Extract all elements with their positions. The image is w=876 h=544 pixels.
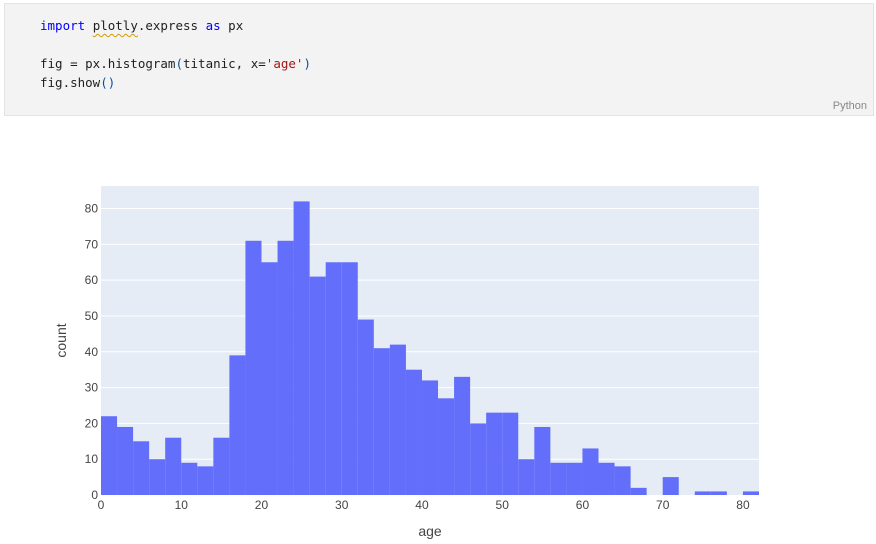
histogram-bar xyxy=(197,466,214,495)
histogram-bar xyxy=(181,462,198,495)
code-token: 'age' xyxy=(265,56,304,71)
histogram-bar xyxy=(662,477,679,495)
histogram-bar xyxy=(502,412,519,495)
code-line: fig.show() xyxy=(40,73,311,92)
histogram-bar xyxy=(742,491,759,495)
code-token: plotly xyxy=(92,18,138,33)
histogram-bar xyxy=(309,276,326,495)
x-axis-title: age xyxy=(418,523,442,539)
code-token: ( xyxy=(175,56,183,71)
histogram-bar xyxy=(389,344,406,495)
code-line: import plotly.express as px xyxy=(40,16,311,35)
code-cell[interactable]: import plotly.express as px fig = px.his… xyxy=(4,3,874,116)
x-tick-label: 40 xyxy=(415,498,429,512)
x-tick-label: 50 xyxy=(496,498,510,512)
histogram-bar xyxy=(470,423,487,495)
histogram-bar xyxy=(261,262,278,495)
code-token: .express xyxy=(137,18,206,33)
histogram-bar xyxy=(165,437,182,495)
histogram-bar xyxy=(582,448,599,495)
y-tick-label: 70 xyxy=(85,237,99,251)
histogram-bar xyxy=(534,426,551,495)
histogram-bar xyxy=(405,369,422,495)
histogram-bar xyxy=(694,491,711,495)
code-token: () xyxy=(100,75,116,90)
y-tick-label: 80 xyxy=(85,202,99,216)
x-tick-label: 60 xyxy=(576,498,590,512)
y-tick-label: 50 xyxy=(85,309,99,323)
histogram-bar xyxy=(421,380,439,495)
code-editor[interactable]: import plotly.express as px fig = px.his… xyxy=(40,16,311,92)
y-axis-title: count xyxy=(53,323,69,357)
code-token: ) xyxy=(303,56,311,71)
histogram-bar xyxy=(245,240,262,495)
histogram-bar xyxy=(614,466,631,495)
histogram-bar xyxy=(101,416,118,495)
y-tick-label: 40 xyxy=(85,345,99,359)
histogram-bar xyxy=(710,491,727,495)
code-token: fig = px.histogram xyxy=(40,56,176,71)
y-tick-label: 60 xyxy=(85,273,99,287)
x-tick-label: 80 xyxy=(736,498,750,512)
y-tick-label: 0 xyxy=(91,488,98,502)
y-tick-label: 20 xyxy=(85,416,99,430)
code-token: titanic, x= xyxy=(183,56,266,71)
histogram-bar xyxy=(213,437,230,495)
code-token: px xyxy=(220,18,244,33)
histogram-bar xyxy=(373,348,390,495)
x-tick-label: 10 xyxy=(175,498,189,512)
x-tick-label: 0 xyxy=(98,498,105,512)
histogram-bar xyxy=(293,201,310,495)
histogram-bar xyxy=(229,355,246,495)
histogram-bar xyxy=(454,376,471,495)
histogram-bar xyxy=(325,262,342,495)
code-token: fig.show xyxy=(40,75,101,90)
x-tick-label: 70 xyxy=(656,498,670,512)
histogram-bar xyxy=(598,462,615,495)
histogram-bar xyxy=(277,240,294,495)
histogram-bar xyxy=(357,319,374,495)
x-tick-label: 30 xyxy=(335,498,349,512)
x-tick-label: 20 xyxy=(255,498,269,512)
y-tick-label: 10 xyxy=(85,452,99,466)
code-line: fig = px.histogram(titanic, x='age') xyxy=(40,54,311,73)
histogram-bar xyxy=(117,426,134,495)
histogram-bar xyxy=(630,487,647,495)
histogram-bar xyxy=(550,462,567,495)
histogram-bar xyxy=(518,459,535,495)
histogram-bar xyxy=(341,262,358,495)
histogram-bar xyxy=(149,459,166,495)
histogram-bar xyxy=(133,441,150,495)
histogram-bar xyxy=(566,462,583,495)
y-tick-label: 30 xyxy=(85,381,99,395)
language-label: Python xyxy=(832,100,867,112)
code-token: import xyxy=(40,18,86,33)
histogram-bar xyxy=(486,412,503,495)
code-token: as xyxy=(205,18,221,33)
histogram-bar xyxy=(438,398,455,495)
